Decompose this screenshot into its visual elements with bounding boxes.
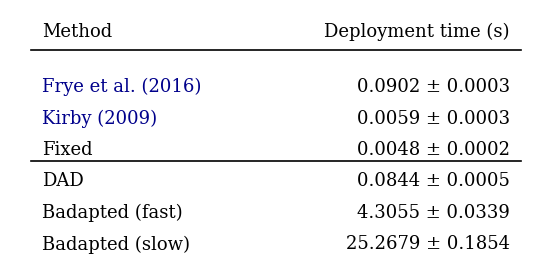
Text: DAD: DAD [42,172,84,190]
Text: 0.0902 ± 0.0003: 0.0902 ± 0.0003 [357,78,510,96]
Text: 25.2679 ± 0.1854: 25.2679 ± 0.1854 [346,235,510,253]
Text: 0.0844 ± 0.0005: 0.0844 ± 0.0005 [357,172,510,190]
Text: Badapted (fast): Badapted (fast) [42,204,183,222]
Text: Deployment time (s): Deployment time (s) [324,23,510,41]
Text: Frye et al. (2016): Frye et al. (2016) [42,78,201,96]
Text: Fixed: Fixed [42,141,93,159]
Text: Badapted (slow): Badapted (slow) [42,235,190,254]
Text: 0.0048 ± 0.0002: 0.0048 ± 0.0002 [357,141,510,159]
Text: 4.3055 ± 0.0339: 4.3055 ± 0.0339 [357,204,510,222]
Text: Method: Method [42,23,113,41]
Text: Kirby (2009): Kirby (2009) [42,110,157,128]
Text: 0.0059 ± 0.0003: 0.0059 ± 0.0003 [357,110,510,127]
